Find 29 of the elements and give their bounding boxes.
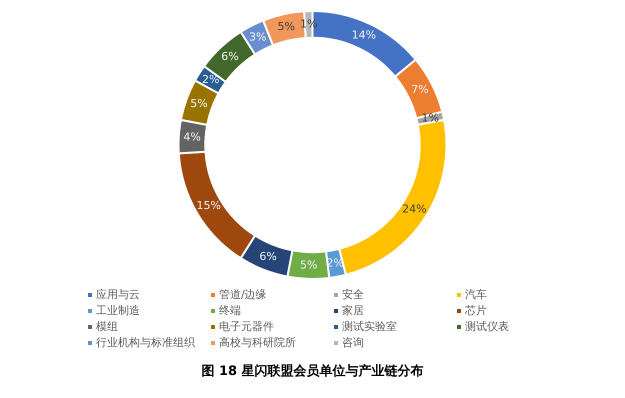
data-label: 24% bbox=[402, 202, 427, 216]
data-label: 1% bbox=[300, 17, 318, 30]
data-label: 5% bbox=[190, 97, 208, 110]
data-label: 14% bbox=[352, 28, 376, 42]
data-label: 2% bbox=[202, 73, 220, 86]
legend-label: 工业制造 bbox=[96, 303, 140, 318]
legend-label: 模组 bbox=[96, 319, 118, 334]
legend-label: 管道/边缘 bbox=[219, 287, 267, 302]
legend-label: 芯片 bbox=[465, 303, 487, 318]
data-label: 5% bbox=[277, 20, 295, 34]
text: 图 18 星闪联盟会员单位与产业链分布 bbox=[200, 362, 425, 380]
legend-label: 终端 bbox=[219, 303, 241, 318]
legend-label: 行业机构与标准组织 bbox=[96, 335, 195, 350]
legend-label: 高校与科研院所 bbox=[219, 335, 296, 350]
data-label: 7% bbox=[411, 83, 429, 96]
legend-label: 安全 bbox=[342, 287, 364, 302]
data-label: 3% bbox=[249, 30, 266, 44]
legend-label: 电子元器件 bbox=[219, 319, 274, 334]
data-label: 4% bbox=[183, 130, 201, 144]
data-label: 6% bbox=[221, 50, 239, 63]
legend-label: 咨询 bbox=[342, 335, 364, 350]
legend-label: 应用与云 bbox=[96, 287, 140, 302]
legend-label: 测试仪表 bbox=[465, 319, 509, 334]
legend-label: 测试实验室 bbox=[342, 319, 397, 334]
legend-label: 汽车 bbox=[465, 287, 487, 302]
legend-label: 家居 bbox=[342, 303, 364, 318]
data-label: 6% bbox=[259, 250, 277, 263]
data-label: 15% bbox=[196, 199, 221, 212]
data-label: 5% bbox=[300, 258, 318, 272]
